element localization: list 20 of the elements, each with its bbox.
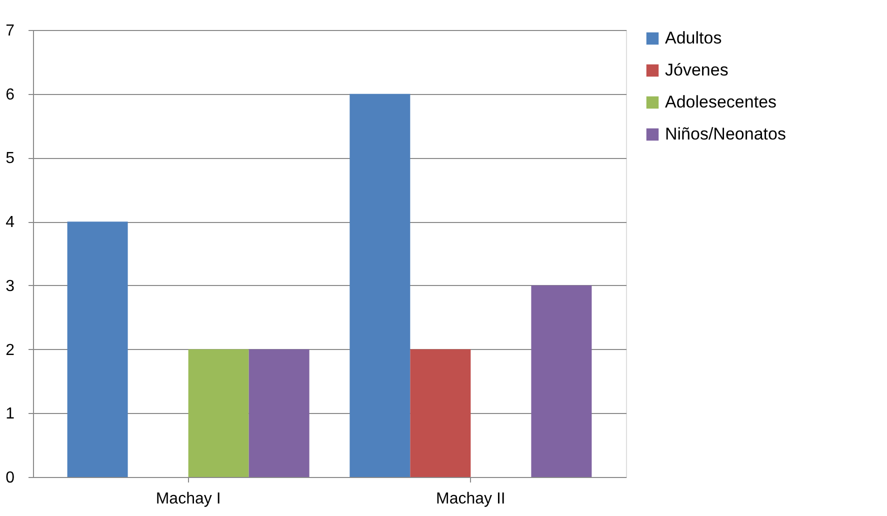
y-tick-label: 0 (6, 470, 15, 486)
legend-label: Niños/Neonatos (665, 124, 786, 144)
y-tick-label: 7 (6, 22, 15, 40)
bar (67, 222, 128, 477)
y-tick-label: 5 (6, 150, 15, 168)
bar (248, 349, 310, 477)
bar (350, 94, 410, 477)
legend-label: Jóvenes (665, 60, 728, 80)
legend-label: Adultos (665, 28, 722, 48)
legend-label: Adolesecentes (665, 92, 777, 112)
y-tick-label: 6 (6, 86, 15, 104)
bar (410, 349, 471, 477)
y-tick-label: 3 (6, 278, 15, 295)
y-tick-label: 2 (6, 342, 15, 359)
y-tick-label: 4 (6, 214, 15, 232)
bar (531, 285, 592, 477)
x-tick-label: Machay II (436, 490, 506, 508)
bar (188, 349, 249, 477)
y-tick-label: 1 (6, 406, 15, 423)
x-tick-label: Machay I (156, 490, 221, 508)
